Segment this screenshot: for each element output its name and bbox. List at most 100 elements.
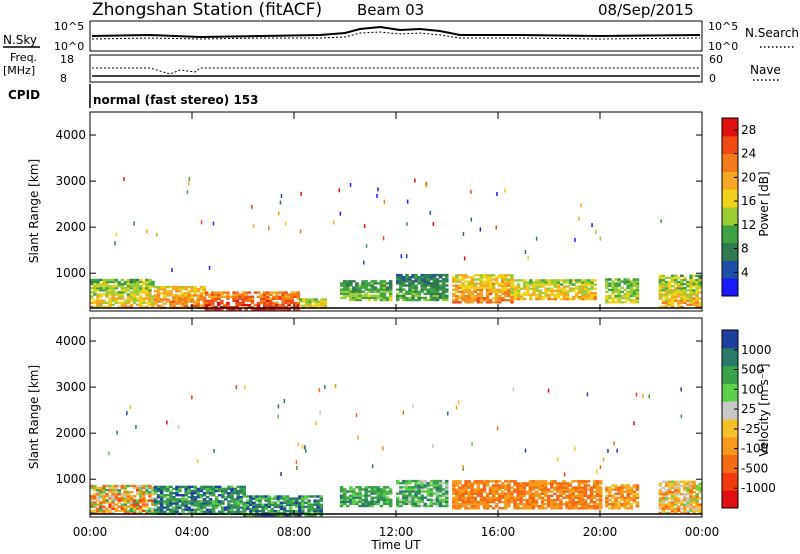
data-cell: [593, 287, 597, 290]
data-cell: [117, 295, 121, 298]
data-cell: [677, 499, 681, 502]
data-cell: [364, 284, 368, 287]
data-cell: [414, 482, 418, 485]
data-cell: [151, 297, 155, 300]
data-cell: [316, 509, 320, 513]
scatter-point: [297, 442, 299, 447]
data-cell: [207, 301, 212, 305]
data-cell: [296, 295, 301, 298]
data-cell: [617, 492, 621, 495]
data-cell: [358, 290, 362, 293]
data-cell: [96, 488, 100, 492]
data-cell: [343, 284, 347, 287]
data-cell: [269, 297, 273, 300]
data-cell: [689, 493, 693, 496]
data-cell: [420, 276, 424, 279]
data-cell: [233, 510, 237, 513]
data-cell: [238, 308, 242, 311]
data-cell: [135, 285, 140, 288]
data-cell: [661, 301, 666, 304]
data-cell: [501, 494, 505, 498]
data-cell: [108, 503, 112, 506]
data-cell: [358, 286, 362, 289]
scatter-point: [406, 222, 408, 226]
data-cell: [565, 281, 570, 284]
data-cell: [479, 494, 484, 498]
data-cell: [476, 488, 481, 491]
data-cell: [408, 492, 412, 495]
freq-tick-bottom: 8: [60, 72, 67, 85]
data-cell: [556, 494, 560, 498]
data-cell: [470, 496, 474, 500]
data-cell: [162, 494, 167, 497]
data-cell: [145, 278, 149, 282]
data-cell: [114, 486, 118, 490]
data-cell: [623, 301, 627, 304]
data-cell: [599, 482, 603, 485]
data-cell: [575, 293, 579, 297]
data-cell: [352, 292, 356, 295]
data-cell: [196, 491, 201, 495]
data-cell: [455, 503, 459, 506]
data-cell: [284, 308, 288, 311]
data-cell: [108, 291, 112, 294]
data-cell: [695, 303, 699, 306]
scatter-point: [574, 446, 576, 451]
data-cell: [467, 284, 471, 287]
data-cell: [698, 505, 702, 508]
data-cell: [590, 291, 594, 295]
data-cell: [132, 501, 137, 504]
data-cell: [414, 484, 418, 487]
data-cell: [441, 278, 446, 281]
data-cell: [364, 292, 368, 295]
data-cell: [316, 511, 320, 515]
data-cell: [339, 500, 344, 503]
data-cell: [695, 295, 699, 298]
data-cell: [617, 507, 621, 510]
data-cell: [592, 480, 597, 483]
data-cell: [661, 293, 666, 296]
data-cell: [123, 511, 128, 515]
scatter-point: [135, 425, 137, 429]
data-cell: [695, 291, 699, 294]
data-cell: [405, 502, 409, 506]
data-cell: [282, 511, 287, 515]
data-cell: [510, 293, 515, 297]
scatter-point: [156, 232, 158, 237]
data-cell: [123, 305, 128, 309]
data-cell: [242, 489, 246, 493]
data-cell: [574, 500, 578, 504]
data-cell: [114, 280, 118, 284]
data-cell: [290, 297, 294, 300]
data-cell: [578, 285, 582, 288]
data-cell: [658, 499, 663, 502]
data-cell: [488, 276, 493, 279]
data-cell: [343, 490, 347, 493]
data-cell: [581, 289, 585, 292]
data-cell: [513, 285, 518, 288]
data-cell: [159, 288, 164, 291]
data-cell: [230, 506, 234, 509]
data-cell: [114, 278, 118, 282]
data-cell: [452, 484, 456, 487]
data-cell: [114, 484, 118, 488]
data-cell: [583, 480, 588, 483]
data-cell: [689, 274, 693, 277]
data-cell: [296, 301, 301, 305]
data-cell: [488, 496, 493, 500]
data-cell: [544, 281, 548, 284]
data-cell: [670, 305, 675, 309]
data-cell: [571, 490, 575, 493]
data-cell: [516, 484, 520, 487]
data-cell: [458, 505, 462, 508]
scatter-point: [471, 441, 473, 446]
data-cell: [504, 286, 508, 289]
data-cell: [292, 499, 296, 502]
data-cell: [282, 501, 287, 504]
data-cell: [99, 287, 103, 290]
data-cell: [382, 294, 387, 297]
data-cell: [661, 299, 666, 302]
data-cell: [93, 488, 97, 492]
data-cell: [252, 501, 256, 504]
